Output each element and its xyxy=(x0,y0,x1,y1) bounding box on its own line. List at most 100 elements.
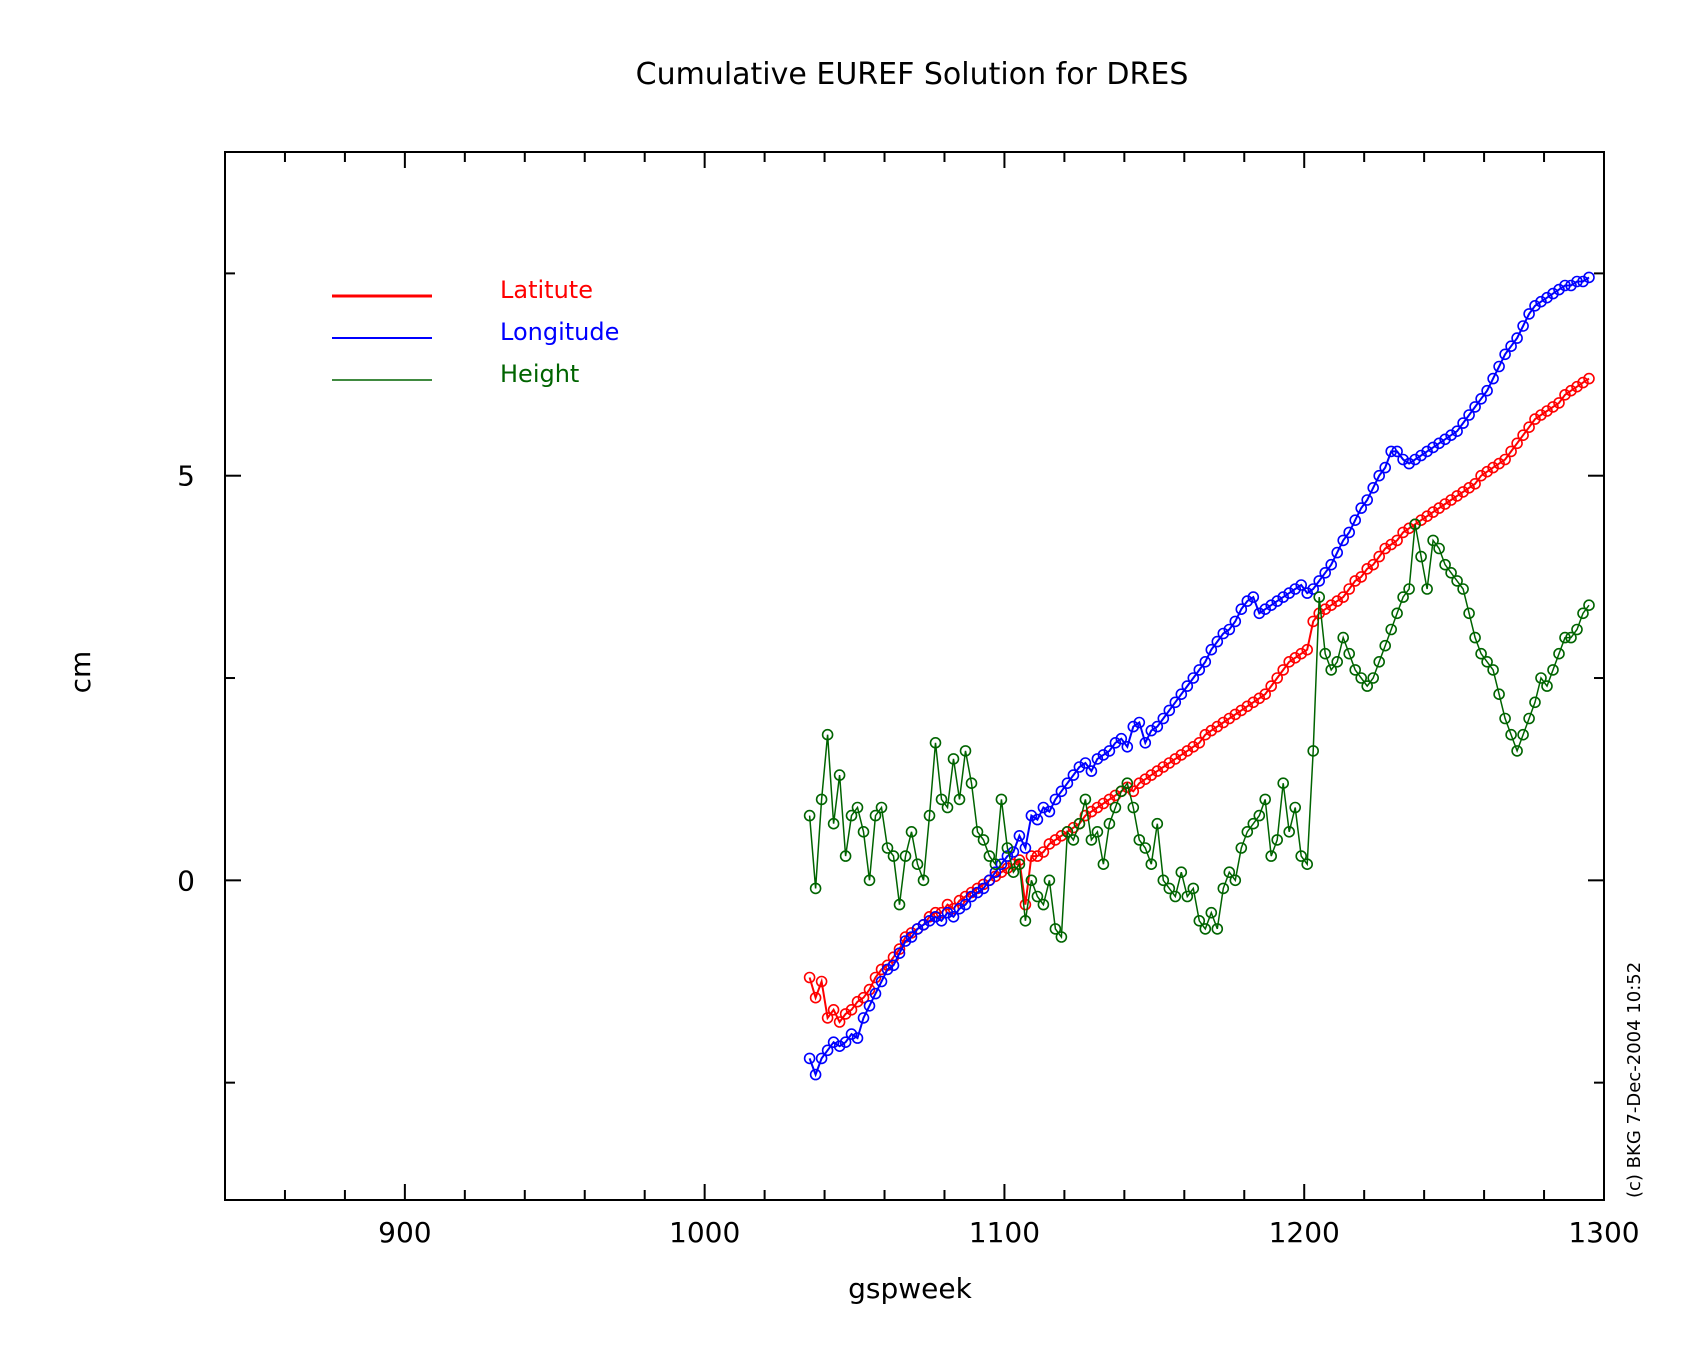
data-point-height xyxy=(947,753,960,765)
data-point-longitude xyxy=(1259,603,1271,616)
data-point-latitute xyxy=(1463,481,1475,494)
data-point-height xyxy=(1013,858,1026,871)
data-point-latitute xyxy=(827,1003,840,1016)
data-point-height xyxy=(857,825,870,838)
data-point-height xyxy=(1115,785,1128,798)
data-point-latitute xyxy=(1499,453,1511,466)
data-point-height xyxy=(911,858,924,871)
data-point-height xyxy=(1265,850,1277,862)
data-point-latitute xyxy=(1547,401,1559,413)
data-point-latitute xyxy=(1535,409,1547,421)
data-point-height xyxy=(1037,898,1050,911)
data-point-height xyxy=(1259,793,1271,806)
data-point-longitude xyxy=(1445,429,1457,442)
data-point-latitute xyxy=(821,1012,834,1024)
y-axis-label: cm xyxy=(64,651,97,694)
data-point-height xyxy=(821,728,834,741)
data-point-height xyxy=(1385,623,1397,636)
data-point-height xyxy=(1277,777,1289,790)
data-point-height xyxy=(1061,825,1074,838)
data-point-height xyxy=(1049,923,1062,935)
data-point-latitute xyxy=(1079,809,1092,822)
data-point-height xyxy=(1205,906,1218,919)
data-point-height xyxy=(1055,931,1068,943)
credit-text: (c) BKG 7-Dec-2004 10:52 xyxy=(1624,962,1645,1198)
data-point-longitude xyxy=(929,910,942,923)
data-point-height xyxy=(1349,664,1361,676)
data-point-latitute xyxy=(1427,506,1439,518)
data-point-longitude xyxy=(1391,445,1403,458)
data-point-longitude xyxy=(1421,445,1433,458)
data-point-height xyxy=(1139,842,1152,854)
data-point-height xyxy=(893,898,906,911)
data-point-height xyxy=(1553,647,1565,660)
legend-label-longitude: Longitude xyxy=(500,318,619,346)
data-point-height xyxy=(1529,696,1541,709)
data-point-longitude xyxy=(1319,566,1331,579)
data-point-latitute xyxy=(1271,672,1283,684)
data-point-height xyxy=(1145,858,1158,871)
data-point-latitute xyxy=(1229,708,1242,721)
data-point-longitude xyxy=(1025,809,1038,822)
data-point-latitute xyxy=(1025,850,1038,862)
data-point-longitude xyxy=(1199,655,1212,668)
data-point-height xyxy=(875,801,888,814)
data-point-height xyxy=(1157,874,1170,887)
data-point-latitute xyxy=(1175,749,1188,761)
data-point-height xyxy=(869,809,882,822)
data-point-longitude xyxy=(1505,340,1517,353)
data-point-height xyxy=(905,825,918,838)
data-point-height xyxy=(1193,914,1206,927)
data-point-latitute xyxy=(1349,575,1361,587)
data-point-height xyxy=(971,825,984,838)
data-point-height xyxy=(1295,850,1307,862)
data-point-longitude xyxy=(1253,607,1266,620)
data-point-longitude xyxy=(1211,635,1224,648)
data-point-longitude xyxy=(1313,575,1325,587)
data-point-longitude xyxy=(839,1036,852,1048)
data-point-latitute xyxy=(833,1016,846,1028)
data-point-height xyxy=(1253,809,1266,822)
data-point-height xyxy=(917,874,930,887)
data-point-latitute xyxy=(1355,571,1367,583)
data-point-height xyxy=(809,882,822,895)
data-point-latitute xyxy=(1247,696,1260,709)
data-point-longitude xyxy=(1193,664,1206,676)
data-point-longitude xyxy=(1307,583,1319,595)
data-point-longitude xyxy=(1247,591,1260,603)
data-point-height xyxy=(1085,834,1098,846)
data-point-longitude xyxy=(1013,829,1026,842)
data-point-latitute xyxy=(1133,777,1146,790)
data-point-longitude xyxy=(893,947,906,960)
data-point-longitude xyxy=(1073,761,1086,773)
data-point-height xyxy=(1391,607,1403,620)
data-point-latitute xyxy=(1439,498,1451,510)
data-point-latitute xyxy=(1385,538,1397,551)
data-point-longitude xyxy=(1109,736,1122,749)
data-point-longitude xyxy=(1487,372,1499,385)
data-point-latitute xyxy=(803,971,816,984)
data-point-height xyxy=(1241,825,1254,838)
data-point-longitude xyxy=(1367,481,1379,494)
data-point-latitute xyxy=(1469,477,1481,490)
data-point-longitude xyxy=(809,1068,822,1081)
data-point-height xyxy=(1493,688,1505,701)
data-point-height xyxy=(839,850,852,862)
data-point-longitude xyxy=(995,858,1008,871)
data-point-longitude xyxy=(983,874,996,887)
data-point-height xyxy=(1577,607,1589,620)
data-point-longitude xyxy=(947,910,960,923)
data-point-latitute xyxy=(1265,680,1277,692)
data-point-height xyxy=(1043,874,1056,887)
data-point-height xyxy=(1505,728,1517,741)
data-point-longitude xyxy=(1361,494,1373,506)
data-point-longitude xyxy=(827,1036,840,1048)
data-point-height xyxy=(1451,575,1463,587)
data-point-height xyxy=(1325,664,1337,676)
data-point-longitude xyxy=(1289,583,1301,595)
data-point-longitude xyxy=(1409,453,1421,466)
data-point-latitute xyxy=(1451,490,1463,502)
data-point-latitute xyxy=(1043,838,1056,850)
data-point-latitute xyxy=(1193,736,1206,749)
